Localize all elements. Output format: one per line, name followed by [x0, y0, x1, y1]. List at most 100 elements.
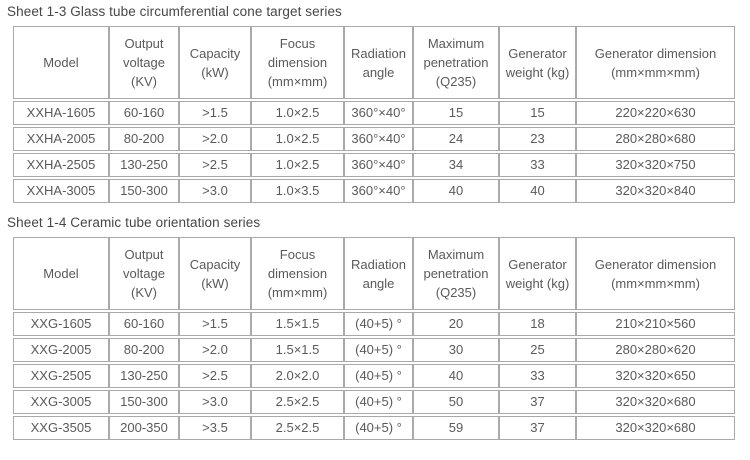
table-cell: 30: [413, 338, 499, 362]
table-cell: 360°×40°: [344, 101, 413, 125]
table-cell: (40+5) °: [344, 390, 413, 414]
table-cell: 360°×40°: [344, 127, 413, 151]
column-header: Capacity (kW): [179, 26, 251, 99]
table-cell: 1.0×2.5: [251, 101, 344, 125]
table-cell: (40+5) °: [344, 364, 413, 388]
table-cell: XXG-2005: [13, 338, 109, 362]
table-cell: 320×320×840: [576, 179, 735, 203]
table-cell: 320×320×750: [576, 153, 735, 177]
table-cell: 37: [499, 390, 576, 414]
table-cell: >2.5: [179, 364, 251, 388]
table-cell: 360°×40°: [344, 153, 413, 177]
table-cell: 220×220×630: [576, 101, 735, 125]
table-cell: 33: [499, 364, 576, 388]
table-cell: 280×280×680: [576, 127, 735, 151]
table-cell: 50: [413, 390, 499, 414]
table-cell: 210×210×560: [576, 312, 735, 336]
column-header: Maximum penetration (Q235): [413, 237, 499, 310]
table-row: XXG-2505 130-250 >2.5 2.0×2.0 (40+5) ° 40 33 32…: [13, 364, 735, 388]
table-cell: 130-250: [109, 153, 179, 177]
table-cell: 60-160: [109, 101, 179, 125]
table-cell: 1.5×1.5: [251, 312, 344, 336]
sheet-1-4-title: Sheet 1-4 Ceramic tube orientation serie…: [7, 215, 261, 230]
table-cell: 2.5×2.5: [251, 416, 344, 440]
table-cell: >3.0: [179, 390, 251, 414]
table-cell: (40+5) °: [344, 312, 413, 336]
table-cell: 80-200: [109, 338, 179, 362]
table-cell: 20: [413, 312, 499, 336]
table-cell: 59: [413, 416, 499, 440]
table-cell: 40: [413, 179, 499, 203]
table-cell: 25: [499, 338, 576, 362]
table-cell: 23: [499, 127, 576, 151]
table-row: XXG-1605 60-160 >1.5 1.5×1.5 (40+5) ° 20 18 210…: [13, 312, 735, 336]
table-cell: >2.0: [179, 127, 251, 151]
table-cell: 60-160: [109, 312, 179, 336]
table-cell: 280×280×620: [576, 338, 735, 362]
glass-tube-series-table: Model Output voltage (KV) Capacity (kW) Foc…: [13, 24, 735, 205]
column-header: Generator dimension (mm×mm×mm): [576, 26, 735, 99]
table-cell: >2.0: [179, 338, 251, 362]
column-header: Capacity (kW): [179, 237, 251, 310]
table-cell: >1.5: [179, 101, 251, 125]
column-header: Model: [13, 237, 109, 310]
column-header: Output voltage (KV): [109, 237, 179, 310]
table-cell: (40+5) °: [344, 338, 413, 362]
column-header: Output voltage (KV): [109, 26, 179, 99]
table-cell: >3.5: [179, 416, 251, 440]
table-cell: 34: [413, 153, 499, 177]
column-header: Radiation angle: [344, 237, 413, 310]
table-row: XXHA-2505 130-250 >2.5 1.0×2.5 360°×40° 34 33 3…: [13, 153, 735, 177]
table-cell: XXG-2505: [13, 364, 109, 388]
table-cell: 1.0×2.5: [251, 127, 344, 151]
table-cell: >3.0: [179, 179, 251, 203]
table-cell: 15: [413, 101, 499, 125]
table-cell: 320×320×680: [576, 390, 735, 414]
table-cell: 1.5×1.5: [251, 338, 344, 362]
table-cell: XXHA-2505: [13, 153, 109, 177]
column-header: Model: [13, 26, 109, 99]
table-cell: 37: [499, 416, 576, 440]
table-cell: (40+5) °: [344, 416, 413, 440]
table-cell: 40: [413, 364, 499, 388]
header-row: Model Output voltage (KV) Capacity (kW) Foc…: [13, 26, 735, 99]
table-header: Model Output voltage (KV) Capacity (kW) Foc…: [13, 26, 735, 99]
table-cell: 18: [499, 312, 576, 336]
table-cell: 2.5×2.5: [251, 390, 344, 414]
table-cell: 360°×40°: [344, 179, 413, 203]
table-cell: 130-250: [109, 364, 179, 388]
column-header: Generator dimension (mm×mm×mm): [576, 237, 735, 310]
table-cell: 33: [499, 153, 576, 177]
table-cell: 150-300: [109, 390, 179, 414]
table-cell: XXHA-1605: [13, 101, 109, 125]
table-row: XXG-2005 80-200 >2.0 1.5×1.5 (40+5) ° 30 25 280…: [13, 338, 735, 362]
table-cell: >2.5: [179, 153, 251, 177]
table-cell: 24: [413, 127, 499, 151]
table-cell: XXG-3505: [13, 416, 109, 440]
column-header: Generator weight (kg): [499, 237, 576, 310]
table-cell: 1.0×2.5: [251, 153, 344, 177]
table-body: XXG-1605 60-160 >1.5 1.5×1.5 (40+5) ° 20 18 210…: [13, 312, 735, 440]
table-cell: 15: [499, 101, 576, 125]
table-row: XXHA-3005 150-300 >3.0 1.0×3.5 360°×40° 40 40 3…: [13, 179, 735, 203]
table-row: XXHA-2005 80-200 >2.0 1.0×2.5 360°×40° 24 23 28…: [13, 127, 735, 151]
column-header: Radiation angle: [344, 26, 413, 99]
table-row: XXHA-1605 60-160 >1.5 1.0×2.5 360°×40° 15 15 22…: [13, 101, 735, 125]
table-cell: XXG-1605: [13, 312, 109, 336]
table-cell: 40: [499, 179, 576, 203]
table-cell: XXHA-2005: [13, 127, 109, 151]
ceramic-tube-series-table: Model Output voltage (KV) Capacity (kW) Foc…: [13, 235, 735, 442]
column-header: Focus dimension (mm×mm): [251, 26, 344, 99]
table-cell: 200-350: [109, 416, 179, 440]
table-row: XXG-3505 200-350 >3.5 2.5×2.5 (40+5) ° 59 37 32…: [13, 416, 735, 440]
table-cell: XXHA-3005: [13, 179, 109, 203]
table-row: XXG-3005 150-300 >3.0 2.5×2.5 (40+5) ° 50 37 32…: [13, 390, 735, 414]
header-row: Model Output voltage (KV) Capacity (kW) Foc…: [13, 237, 735, 310]
table-cell: 2.0×2.0: [251, 364, 344, 388]
column-header: Maximum penetration (Q235): [413, 26, 499, 99]
table-cell: 320×320×650: [576, 364, 735, 388]
column-header: Focus dimension (mm×mm): [251, 237, 344, 310]
table-cell: 320×320×680: [576, 416, 735, 440]
table-cell: >1.5: [179, 312, 251, 336]
